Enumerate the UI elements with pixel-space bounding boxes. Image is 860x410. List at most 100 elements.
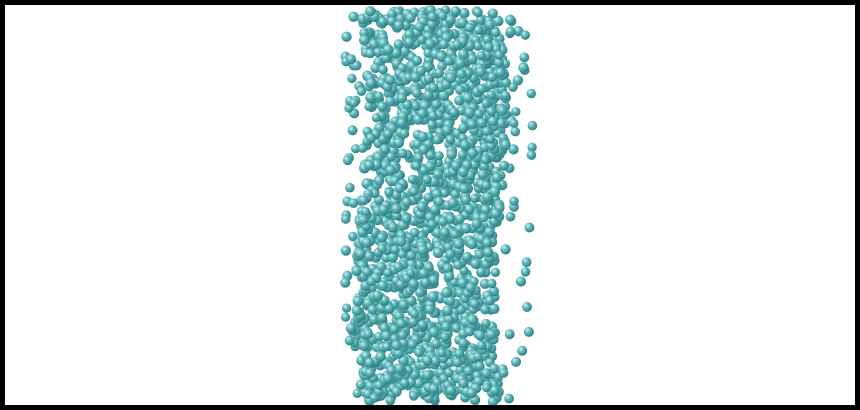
- atom-sphere: [518, 62, 529, 73]
- atom-sphere: [470, 258, 481, 269]
- atom-sphere: [487, 72, 498, 82]
- atom-sphere: [341, 31, 352, 42]
- atom-sphere: [417, 244, 429, 256]
- atom-sphere: [450, 189, 461, 199]
- atom-sphere: [340, 277, 351, 288]
- atom-sphere: [444, 271, 455, 281]
- atom-sphere: [486, 106, 497, 117]
- atom-sphere: [489, 363, 500, 374]
- atom-sphere: [428, 275, 439, 286]
- atom-sphere: [475, 15, 486, 25]
- atom-sphere: [428, 383, 440, 394]
- atom-sphere: [382, 44, 394, 55]
- atom-sphere: [511, 356, 521, 367]
- atom-sphere: [481, 180, 492, 191]
- atom-sphere: [391, 340, 402, 351]
- atom-sphere: [398, 330, 408, 340]
- atom-sphere: [505, 14, 516, 25]
- atom-sphere: [477, 169, 488, 180]
- atom-sphere: [439, 188, 450, 198]
- atom-sphere: [396, 117, 407, 128]
- atom-sphere: [486, 141, 496, 151]
- atom-sphere: [458, 122, 469, 133]
- atom-sphere: [348, 198, 359, 209]
- atom-sphere: [442, 125, 453, 136]
- atom-sphere: [458, 378, 469, 389]
- atom-sphere: [348, 11, 359, 22]
- atom-sphere: [388, 222, 398, 233]
- atom-sphere: [378, 64, 388, 75]
- atom-sphere: [476, 340, 487, 351]
- atom-sphere: [366, 277, 376, 287]
- atom-sphere: [517, 345, 528, 356]
- atom-sphere: [484, 19, 496, 30]
- atom-sphere: [419, 100, 431, 111]
- atom-sphere: [440, 332, 450, 342]
- atom-sphere: [361, 207, 371, 217]
- atom-sphere: [476, 267, 487, 277]
- atom-sphere: [450, 229, 460, 239]
- atom-sphere: [511, 107, 521, 117]
- atom-sphere: [483, 247, 494, 258]
- atom-sphere: [398, 355, 409, 366]
- atom-sphere: [446, 385, 457, 396]
- atom-sphere: [348, 231, 358, 242]
- atom-sphere: [428, 111, 438, 121]
- atom-sphere: [352, 388, 362, 398]
- atom-sphere: [414, 347, 424, 358]
- atom-sphere: [466, 238, 478, 250]
- atom-sphere: [512, 75, 524, 86]
- atom-sphere: [378, 16, 388, 27]
- atom-sphere: [444, 368, 454, 378]
- atom-sphere: [509, 118, 519, 128]
- atom-sphere: [445, 249, 456, 260]
- atom-sphere: [436, 51, 447, 62]
- atom-sphere: [387, 252, 398, 263]
- atom-sphere: [393, 20, 405, 31]
- atom-sphere: [427, 19, 437, 30]
- atom-sphere: [345, 182, 355, 193]
- atom-sphere: [342, 155, 353, 166]
- atom-sphere: [500, 90, 511, 101]
- atom-sphere: [399, 378, 410, 389]
- atom-sphere: [459, 139, 471, 151]
- atom-sphere: [432, 247, 444, 259]
- atom-sphere: [396, 93, 407, 104]
- atom-sphere: [423, 74, 434, 84]
- atom-sphere: [405, 295, 417, 307]
- atom-sphere: [464, 204, 475, 215]
- atom-sphere: [406, 268, 416, 278]
- atom-sphere: [494, 57, 504, 68]
- atom-sphere: [461, 195, 471, 205]
- atom-sphere: [479, 278, 491, 289]
- atom-sphere: [427, 219, 437, 230]
- atom-sphere: [482, 191, 493, 203]
- atom-sphere: [469, 298, 480, 309]
- atom-sphere: [467, 119, 478, 130]
- atom-sphere: [357, 143, 368, 153]
- atom-sphere: [345, 323, 357, 334]
- atom-sphere: [407, 339, 418, 350]
- atom-sphere: [404, 29, 415, 40]
- atom-sphere: [473, 352, 483, 362]
- atom-sphere: [391, 47, 402, 59]
- atom-sphere: [423, 89, 434, 101]
- atom-sphere: [499, 368, 509, 378]
- atom-sphere: [374, 331, 384, 342]
- atom-sphere: [490, 208, 502, 219]
- molecular-scene[interactable]: [5, 5, 855, 405]
- atom-sphere: [427, 119, 437, 130]
- atom-sphere: [398, 299, 409, 310]
- atom-sphere: [369, 393, 380, 403]
- atom-sphere: [383, 129, 393, 139]
- atom-sphere: [462, 251, 473, 262]
- atom-sphere: [341, 214, 351, 224]
- atom-sphere: [417, 35, 427, 45]
- atom-sphere: [489, 303, 500, 314]
- atom-sphere: [396, 279, 406, 290]
- atom-sphere: [347, 125, 358, 136]
- atom-sphere: [527, 142, 537, 152]
- atom-sphere: [524, 222, 535, 233]
- atom-sphere: [480, 155, 490, 165]
